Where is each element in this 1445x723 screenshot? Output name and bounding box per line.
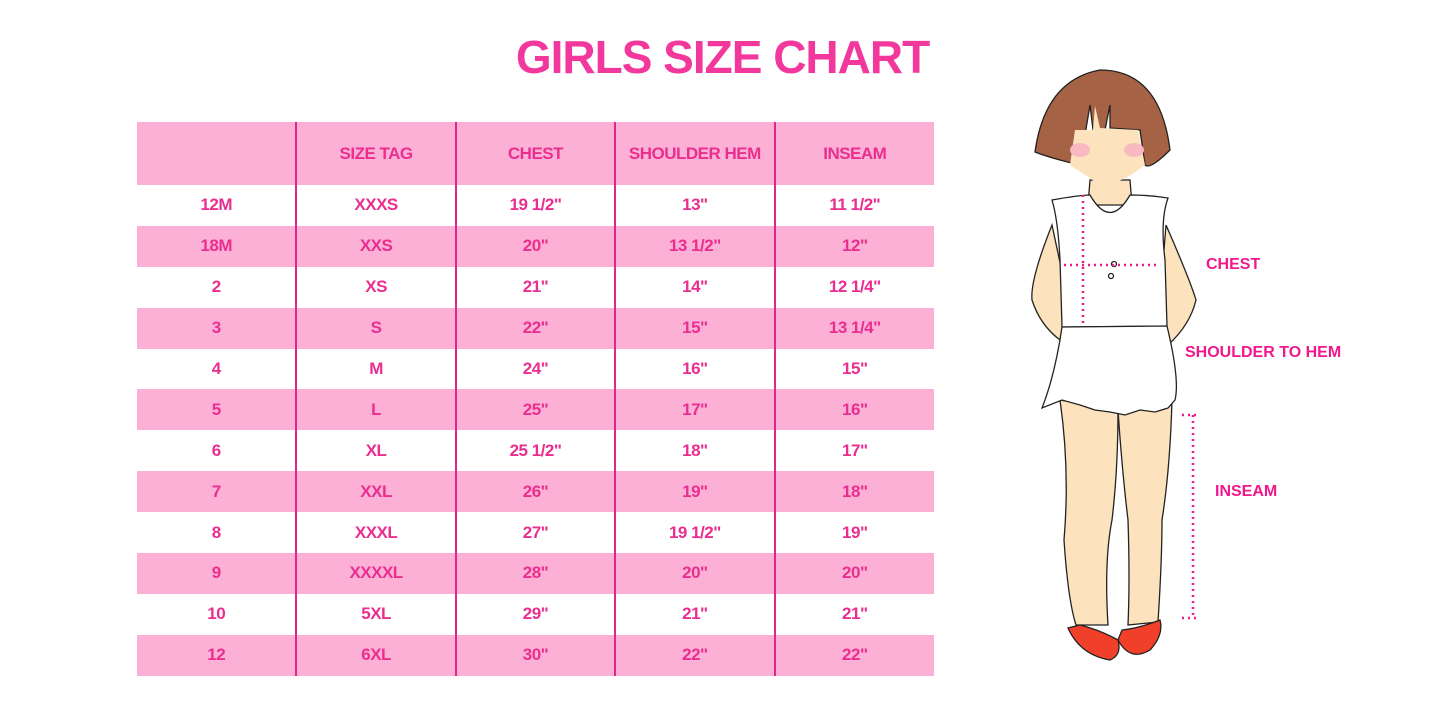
cell-chest: 21" xyxy=(454,266,616,308)
cell-shoulder-hem: 19 1/2" xyxy=(614,512,775,554)
shirt xyxy=(1051,194,1169,328)
cell-inseam: 15" xyxy=(773,348,934,390)
cell-size: 12M xyxy=(200,195,232,215)
cell-size-tag: S xyxy=(295,307,456,349)
cell-chest: 19 1/2" xyxy=(454,185,616,226)
cell-size: 9 xyxy=(137,553,297,594)
cell-chest: 25 1/2" xyxy=(454,430,616,472)
cell-inseam: 21" xyxy=(773,593,934,635)
cell-chest: 25" xyxy=(454,389,616,431)
cell-shoulder-hem: 17" xyxy=(614,389,775,431)
right-cheek xyxy=(1124,143,1144,157)
left-arm xyxy=(1031,222,1069,342)
table-row: 9 XXXXL 28" 20" 20" xyxy=(137,553,934,594)
cell-shoulder-hem: 16" xyxy=(614,348,775,390)
table-row: 18M XXS 20" 13 1/2" 12" xyxy=(137,225,934,267)
cell-chest: 29" xyxy=(454,593,616,635)
table-row: 12M XXXS 19 1/2" 13" 11 1/2" xyxy=(137,185,934,226)
cell-inseam: 20" xyxy=(773,553,934,594)
right-leg xyxy=(1117,399,1173,626)
cell-size: 5 xyxy=(137,389,297,431)
shoulder-to-hem-label: SHOULDER TO HEM xyxy=(1185,344,1342,361)
cell-size: 12 xyxy=(137,634,297,676)
right-arm xyxy=(1159,224,1197,347)
cell-inseam: 17" xyxy=(773,430,934,472)
page-title: GIRLS SIZE CHART xyxy=(515,31,930,83)
table-row: 6 XL 25 1/2" 18" 17" xyxy=(137,430,934,472)
cell-size-tag: XXXXL xyxy=(295,553,456,594)
cell-shoulder-hem: 21" xyxy=(614,593,775,635)
left-shoe xyxy=(1067,624,1120,661)
cell-size-tag: XL xyxy=(295,430,456,472)
table-row: 2 XS 21" 14" 12 1/4" xyxy=(137,266,934,308)
header-size xyxy=(137,122,297,185)
cell-chest: 30" xyxy=(454,634,616,676)
table-row: 10 5XL 29" 21" 21" xyxy=(137,593,934,635)
cell-shoulder-hem: 13" xyxy=(614,185,775,226)
cell-size-tag: XXXS xyxy=(295,185,456,226)
cell-shoulder-hem: 20" xyxy=(614,553,775,594)
cell-chest: 26" xyxy=(454,471,616,513)
face xyxy=(1070,106,1145,185)
cell-size-tag: 6XL xyxy=(295,634,456,676)
cell-shoulder-hem: 18" xyxy=(614,430,775,472)
cell-chest: 27" xyxy=(454,512,616,554)
table-header-row: SIZE TAG CHEST SHOULDER HEM INSEAM xyxy=(137,122,934,185)
inseam-label: INSEAM xyxy=(1215,483,1278,500)
table-row: 8 XXXL 27" 19 1/2" 19" xyxy=(137,512,934,554)
header-inseam: INSEAM xyxy=(773,122,934,185)
cell-size-tag: XXL xyxy=(295,471,456,513)
cell-size: 3 xyxy=(137,307,297,349)
cell-chest: 22" xyxy=(454,307,616,349)
cell-size-tag: XXS xyxy=(295,225,456,267)
cell-shoulder-hem: 22" xyxy=(614,634,775,676)
cell-size-tag: 5XL xyxy=(295,593,456,635)
table-row: 5 L 25" 17" 16" xyxy=(137,389,934,431)
left-leg xyxy=(1059,399,1119,626)
table-row: 7 XXL 26" 19" 18" xyxy=(137,471,934,513)
table-row: 3 S 22" 15" 13 1/4" xyxy=(137,307,934,349)
cell-shoulder-hem: 15" xyxy=(614,307,775,349)
skirt xyxy=(1040,325,1177,416)
table-row: 4 M 24" 16" 15" xyxy=(137,348,934,390)
cell-chest: 24" xyxy=(454,348,616,390)
cell-size: 4 xyxy=(211,359,221,378)
cell-shoulder-hem: 13 1/2" xyxy=(614,225,775,267)
cell-chest: 28" xyxy=(454,553,616,594)
cell-inseam: 19" xyxy=(773,512,934,554)
cell-shoulder-hem: 14" xyxy=(614,266,775,308)
header-chest: CHEST xyxy=(454,122,616,185)
cell-size: 2 xyxy=(211,277,221,297)
cell-shoulder-hem: 19" xyxy=(614,471,775,513)
cell-inseam: 13 1/4" xyxy=(773,307,934,349)
header-shoulder-hem: SHOULDER HEM xyxy=(614,122,775,185)
cell-size-tag: XS xyxy=(295,266,456,308)
cell-size-tag: M xyxy=(295,348,456,390)
cell-inseam: 11 1/2" xyxy=(773,185,934,226)
cell-size-tag: L xyxy=(295,389,456,431)
chest-label: CHEST xyxy=(1206,256,1261,273)
right-shoe xyxy=(1117,619,1162,655)
size-table: SIZE TAG CHEST SHOULDER HEM INSEAM 12M XX… xyxy=(137,122,934,676)
cell-size: 7 xyxy=(137,471,297,513)
cell-size: 8 xyxy=(211,522,221,542)
cell-inseam: 16" xyxy=(773,389,934,431)
cell-size: 10 xyxy=(207,604,226,624)
left-cheek xyxy=(1070,143,1090,157)
cell-inseam: 22" xyxy=(773,634,934,676)
cell-inseam: 12 1/4" xyxy=(773,266,934,308)
table-row: 12 6XL 30" 22" 22" xyxy=(137,634,934,676)
cell-inseam: 18" xyxy=(773,471,934,513)
header-size-tag: SIZE TAG xyxy=(295,122,456,185)
cell-inseam: 12" xyxy=(773,225,934,267)
cell-size: 6 xyxy=(211,440,221,460)
cell-size: 18M xyxy=(137,225,297,267)
cell-chest: 20" xyxy=(454,225,616,267)
cell-size-tag: XXXL xyxy=(295,512,456,554)
